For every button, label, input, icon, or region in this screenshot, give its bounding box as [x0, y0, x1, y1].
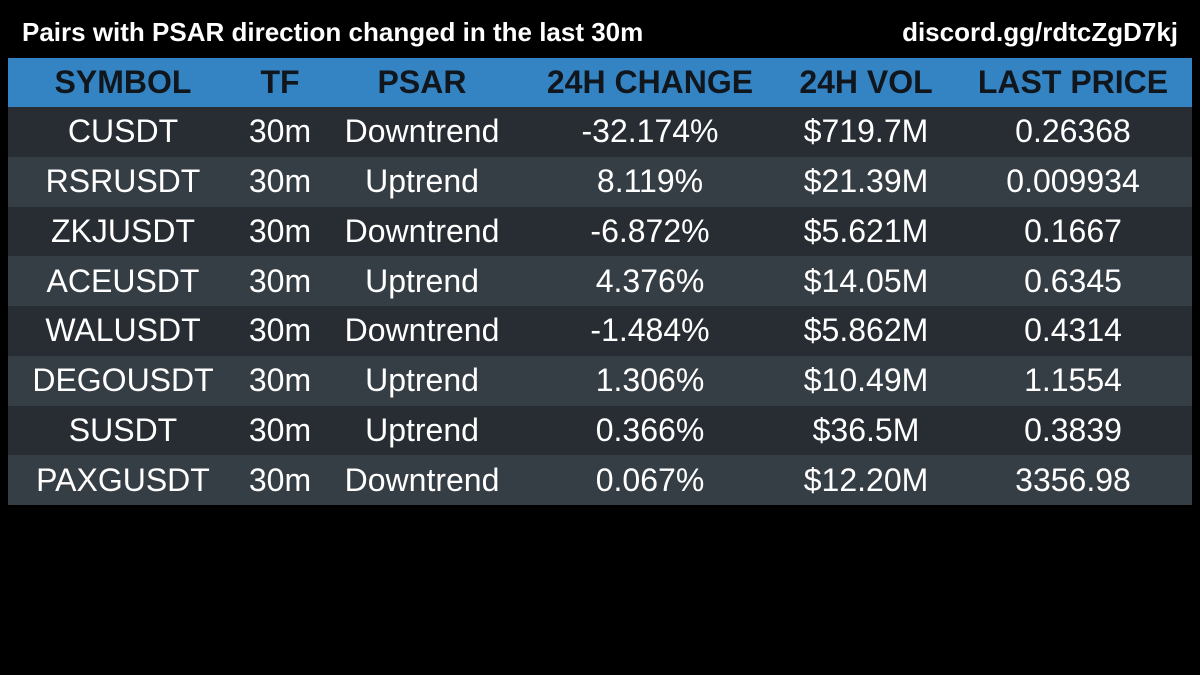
cell-last-price: 0.009934	[1006, 163, 1140, 200]
column-header-24h-vol: 24H VOL	[799, 64, 933, 100]
cell-last-price: 0.6345	[1024, 262, 1122, 299]
cell-24h-vol: $5.621M	[803, 212, 929, 249]
cell-symbol: ZKJUSDT	[51, 212, 195, 249]
column-header-symbol: SYMBOL	[54, 64, 192, 100]
cell-psar: Downtrend	[344, 113, 500, 150]
cell-24h-change: 0.067%	[595, 461, 705, 498]
cell-24h-vol: $5.862M	[803, 312, 929, 349]
psar-table-container: SYMBOL TF PSAR 24H CHANGE 24H VOL LAST P…	[8, 58, 1192, 505]
cell-tf: 30m	[248, 163, 312, 200]
column-header-last-price: LAST PRICE	[977, 64, 1169, 100]
cell-tf: 30m	[248, 461, 312, 498]
table-row: DEGOUSDT 30m Uptrend 1.306% $10.49M 1.15…	[8, 355, 1192, 406]
cell-tf: 30m	[248, 113, 312, 150]
cell-tf: 30m	[248, 262, 312, 299]
table-row: SUSDT 30m Uptrend 0.366% $36.5M 0.3839	[8, 405, 1192, 456]
table-body: CUSDT 30m Downtrend -32.174% $719.7M 0.2…	[8, 107, 1192, 505]
cell-tf: 30m	[248, 212, 312, 249]
cell-24h-change: 4.376%	[595, 262, 705, 299]
cell-symbol: SUSDT	[68, 411, 178, 448]
table-header-row: SYMBOL TF PSAR 24H CHANGE 24H VOL LAST P…	[8, 58, 1192, 107]
cell-last-price: 0.4314	[1024, 312, 1122, 349]
table-row: WALUSDT 30m Downtrend -1.484% $5.862M 0.…	[8, 306, 1192, 356]
cell-24h-change: 1.306%	[595, 362, 705, 399]
cell-24h-vol: $10.49M	[803, 362, 929, 399]
cell-symbol: PAXGUSDT	[36, 461, 210, 498]
column-header-psar: PSAR	[377, 64, 467, 100]
table-row: PAXGUSDT 30m Downtrend 0.067% $12.20M 33…	[8, 455, 1192, 505]
cell-symbol: ACEUSDT	[46, 262, 200, 299]
cell-tf: 30m	[248, 362, 312, 399]
cell-24h-change: -1.484%	[590, 312, 710, 349]
cell-symbol: RSRUSDT	[45, 163, 201, 200]
cell-psar: Uptrend	[365, 411, 479, 448]
table-row: CUSDT 30m Downtrend -32.174% $719.7M 0.2…	[8, 107, 1192, 157]
cell-psar: Uptrend	[365, 362, 479, 399]
page-title: Pairs with PSAR direction changed in the…	[22, 17, 644, 47]
cell-symbol: WALUSDT	[45, 312, 201, 349]
cell-psar: Downtrend	[344, 212, 500, 249]
cell-symbol: CUSDT	[67, 113, 179, 150]
table-row: ACEUSDT 30m Uptrend 4.376% $14.05M 0.634…	[8, 256, 1192, 306]
header: Pairs with PSAR direction changed in the…	[0, 0, 1200, 58]
cell-24h-vol: $12.20M	[803, 461, 929, 498]
cell-last-price: 0.26368	[1015, 113, 1131, 150]
cell-last-price: 3356.98	[1015, 461, 1131, 498]
cell-last-price: 0.1667	[1024, 212, 1122, 249]
cell-psar: Downtrend	[344, 312, 500, 349]
cell-24h-change: 8.119%	[596, 163, 704, 200]
table-row: ZKJUSDT 30m Downtrend -6.872% $5.621M 0.…	[8, 206, 1192, 257]
cell-24h-change: -6.872%	[590, 212, 710, 249]
cell-psar: Uptrend	[365, 163, 479, 200]
cell-24h-vol: $719.7M	[803, 113, 929, 150]
psar-table: SYMBOL TF PSAR 24H CHANGE 24H VOL LAST P…	[8, 58, 1192, 505]
cell-24h-change: -32.174%	[581, 113, 719, 150]
cell-24h-change: 0.366%	[595, 411, 705, 448]
cell-last-price: 0.3839	[1024, 411, 1122, 448]
cell-last-price: 1.1554	[1024, 362, 1122, 399]
cell-tf: 30m	[248, 312, 312, 349]
discord-link[interactable]: discord.gg/rdtcZgD7kj	[902, 17, 1178, 47]
cell-symbol: DEGOUSDT	[32, 362, 214, 399]
column-header-tf: TF	[260, 64, 300, 100]
cell-24h-vol: $14.05M	[803, 262, 929, 299]
cell-24h-vol: $36.5M	[812, 411, 920, 448]
cell-psar: Downtrend	[344, 461, 500, 498]
cell-psar: Uptrend	[365, 262, 479, 299]
column-header-24h-change: 24H CHANGE	[546, 64, 754, 100]
cell-24h-vol: $21.39M	[803, 163, 929, 200]
table-row: RSRUSDT 30m Uptrend 8.119% $21.39M 0.009…	[8, 156, 1192, 207]
cell-tf: 30m	[248, 411, 312, 448]
